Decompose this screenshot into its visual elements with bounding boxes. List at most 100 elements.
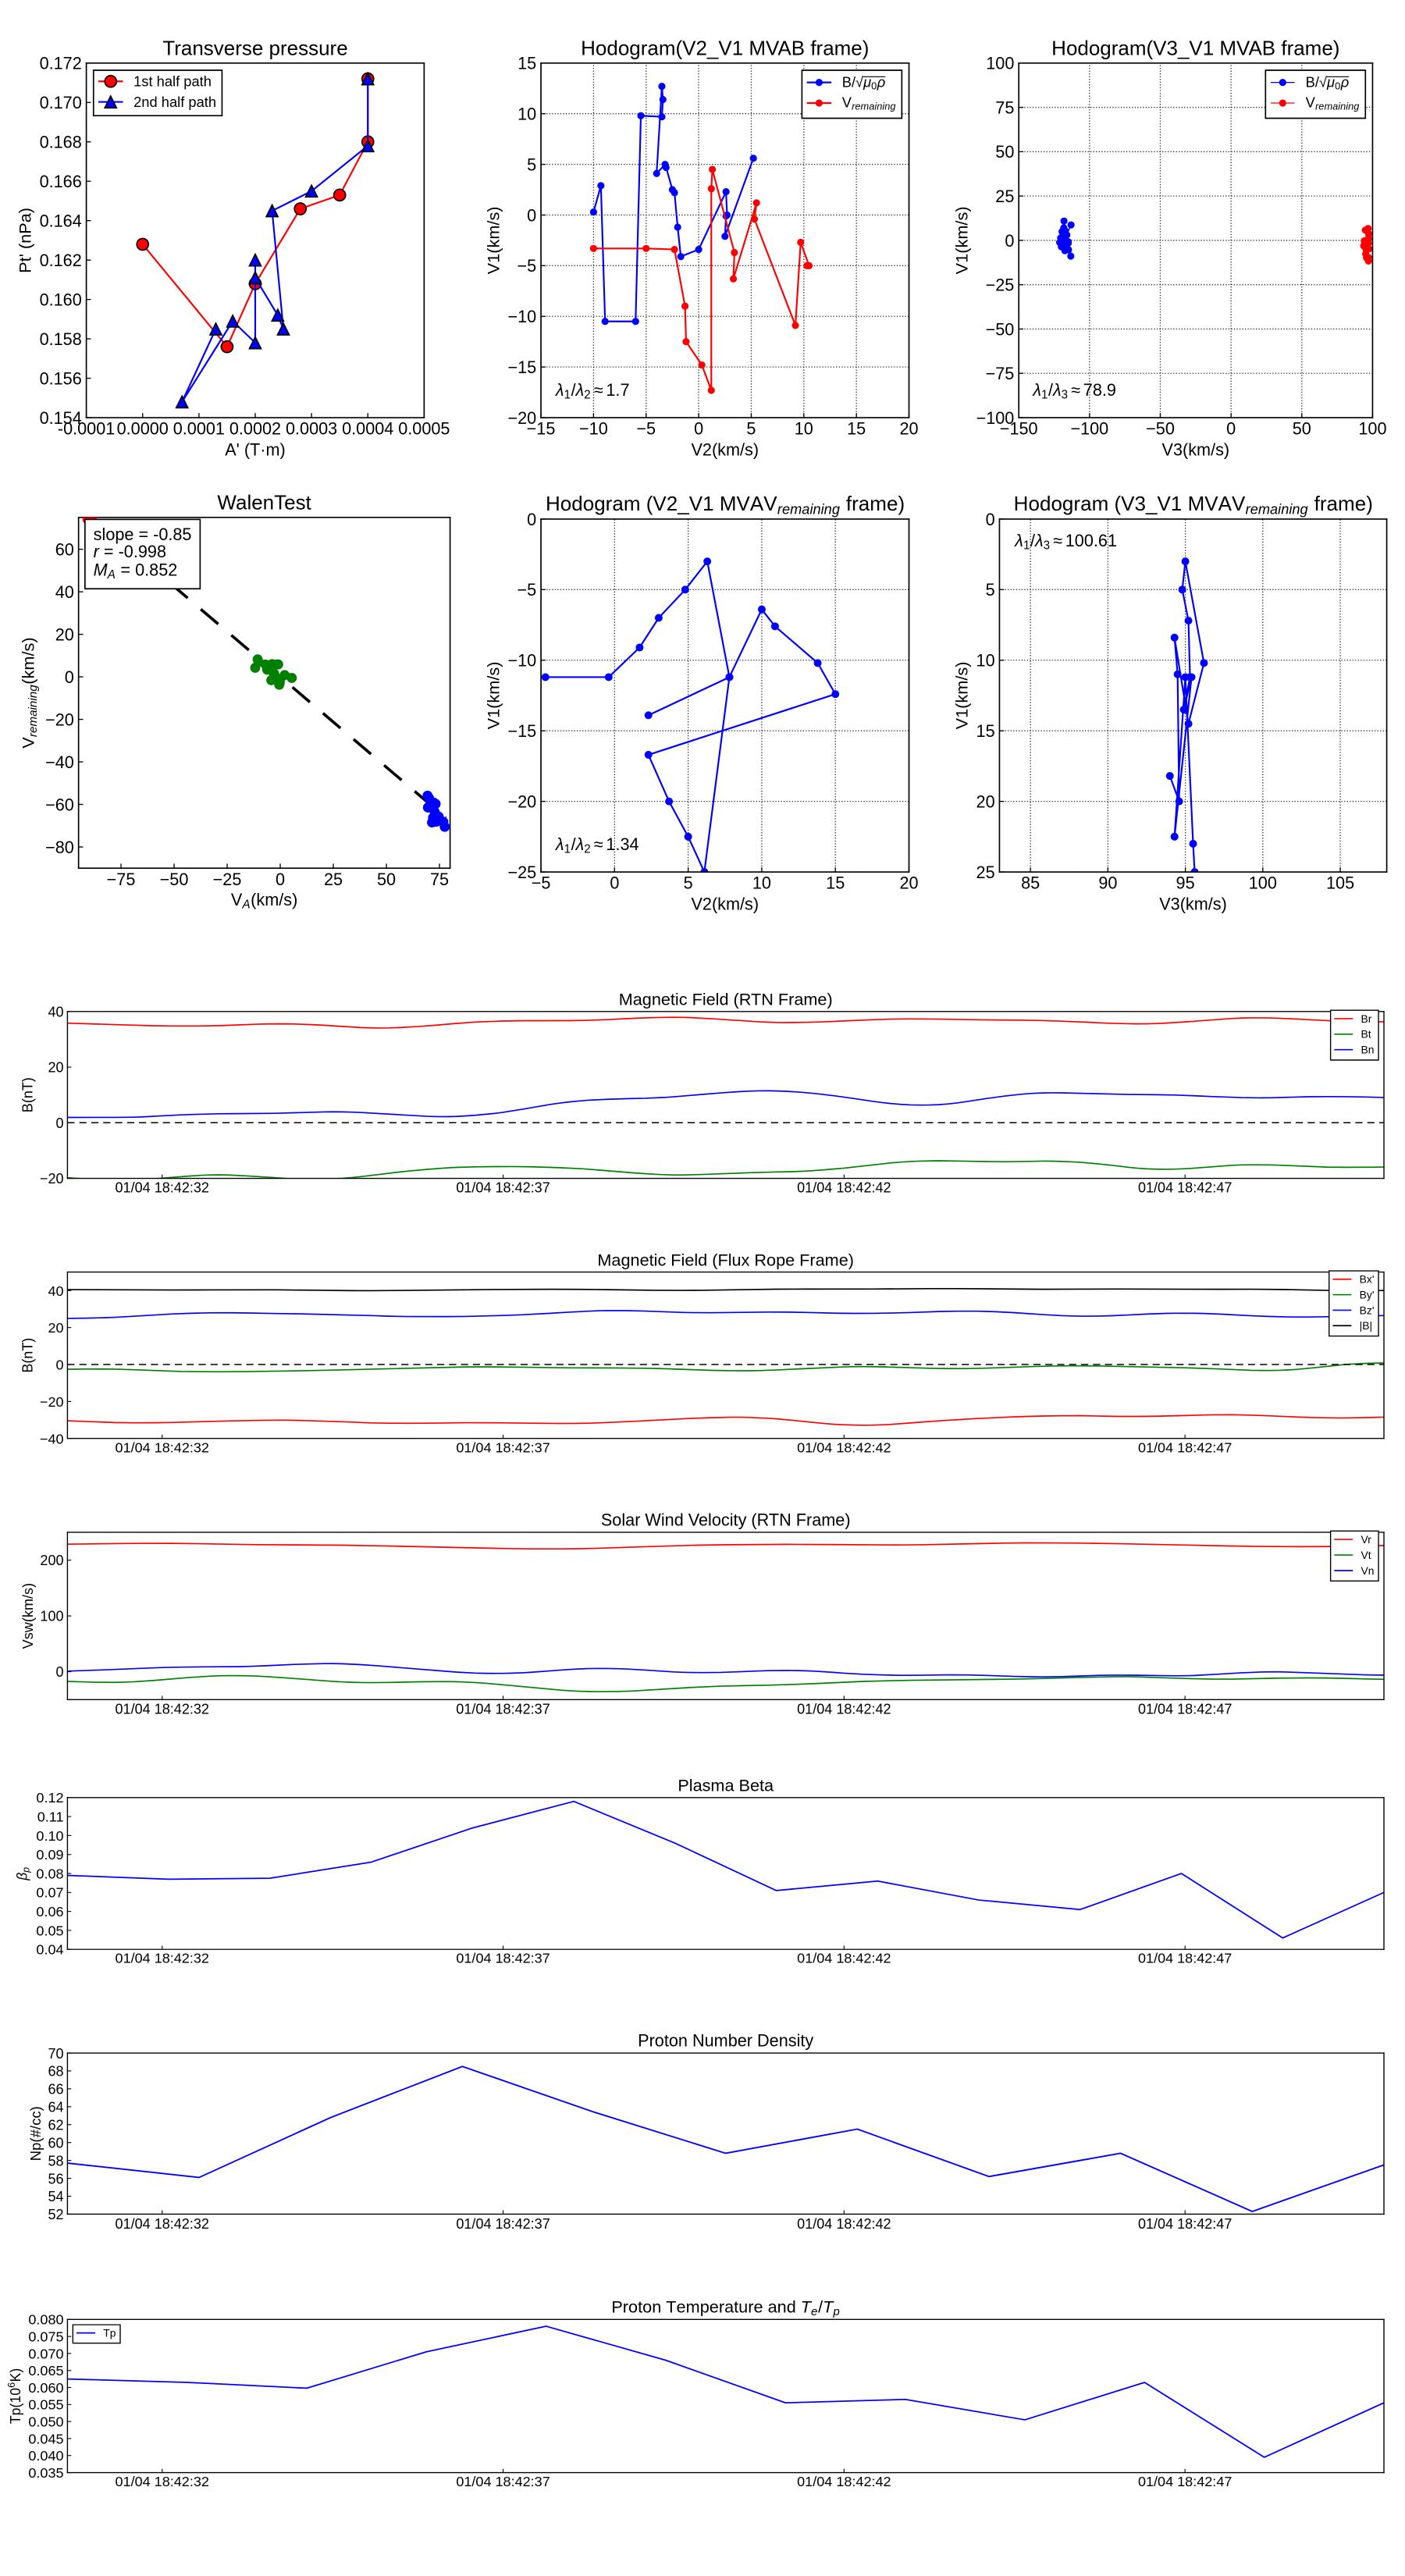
svg-text:01/04 18:42:32: 01/04 18:42:32 <box>116 1701 209 1717</box>
svg-text:−15: −15 <box>507 721 536 741</box>
svg-text:0: 0 <box>1226 419 1236 439</box>
svg-text:Bz': Bz' <box>1360 1304 1375 1316</box>
svg-text:Hodogram(V3_V1 MVAB frame): Hodogram(V3_V1 MVAB frame) <box>1051 37 1339 60</box>
svg-text:−25: −25 <box>986 276 1015 295</box>
svg-text:20: 20 <box>48 1060 63 1076</box>
svg-text:−10: −10 <box>507 651 536 671</box>
svg-text:Np(#/cc): Np(#/cc) <box>27 2106 44 2161</box>
svg-text:Bn: Bn <box>1361 1044 1375 1056</box>
svg-text:64: 64 <box>48 2098 63 2115</box>
svg-text:01/04 18:42:42: 01/04 18:42:42 <box>797 2215 891 2232</box>
svg-text:Hodogram(V2_V1 MVAB frame): Hodogram(V2_V1 MVAB frame) <box>581 37 869 60</box>
svg-text:0.166: 0.166 <box>40 172 82 191</box>
svg-text:V1(km/s): V1(km/s) <box>483 206 503 274</box>
svg-text:T p ( 1: T p ( 1 0 K ) 6 <box>5 2364 24 2424</box>
svg-text:0.09: 0.09 <box>36 1847 63 1863</box>
svg-text:01/04 18:42:47: 01/04 18:42:47 <box>1138 1951 1232 1966</box>
svg-text:β p: β p <box>11 1867 31 1881</box>
svg-text:2nd half path: 2nd half path <box>133 94 216 110</box>
svg-text:Vr: Vr <box>1361 1533 1372 1546</box>
svg-text:Transverse pressure: Transverse pressure <box>162 37 347 60</box>
svg-text:60: 60 <box>48 2134 63 2151</box>
svg-text:Pt' (nPa): Pt' (nPa) <box>15 208 34 273</box>
svg-text:0.070: 0.070 <box>28 2346 63 2361</box>
svg-text:0.080: 0.080 <box>28 2312 63 2328</box>
svg-text:01/04 18:42:37: 01/04 18:42:37 <box>456 1951 550 1966</box>
svg-text:100: 100 <box>1249 873 1277 893</box>
svg-text:B(nT): B(nT) <box>20 1077 36 1112</box>
svg-text:01/04 18:42:37: 01/04 18:42:37 <box>456 2215 550 2232</box>
svg-text:−5: −5 <box>518 256 537 276</box>
svg-text:54: 54 <box>48 2188 63 2204</box>
svg-text:0.172: 0.172 <box>40 54 82 73</box>
svg-text:01/04 18:42:42: 01/04 18:42:42 <box>797 2474 891 2489</box>
svg-text:V ( k m: V ( k m / s ) A <box>231 887 304 911</box>
svg-text:0.0001: 0.0001 <box>173 419 225 439</box>
svg-text:V ( k m: V ( k m / s ) r e m a i n i n g <box>16 632 41 749</box>
svg-text:WalenTest: WalenTest <box>217 491 311 514</box>
svg-text:Br: Br <box>1361 1012 1372 1025</box>
svg-text:01/04 18:42:32: 01/04 18:42:32 <box>116 2474 209 2489</box>
svg-text:200: 200 <box>40 1553 63 1568</box>
svg-text:01/04 18:42:47: 01/04 18:42:47 <box>1138 1701 1232 1717</box>
svg-text:0.075: 0.075 <box>28 2329 63 2345</box>
svg-text:0.168: 0.168 <box>40 133 82 152</box>
svg-text:100: 100 <box>40 1609 63 1624</box>
svg-text:−60: −60 <box>45 795 74 814</box>
svg-text:−80: −80 <box>45 838 74 857</box>
svg-text:−5: −5 <box>518 580 537 600</box>
svg-text:01/04 18:42:37: 01/04 18:42:37 <box>456 1179 550 1195</box>
svg-text:56: 56 <box>48 2170 63 2186</box>
svg-text:|B|: |B| <box>1360 1319 1372 1332</box>
svg-text:0: 0 <box>527 205 536 225</box>
svg-text:25: 25 <box>324 870 343 889</box>
svg-text:Magnetic Field (RTN Frame): Magnetic Field (RTN Frame) <box>619 989 833 1009</box>
svg-text:10: 10 <box>752 873 771 893</box>
svg-text:−50: −50 <box>986 319 1015 339</box>
svg-text:15: 15 <box>826 873 845 893</box>
svg-text:0.040: 0.040 <box>28 2448 63 2464</box>
svg-text:−20: −20 <box>40 1394 64 1410</box>
svg-text:58: 58 <box>48 2152 63 2169</box>
svg-text:0: 0 <box>694 419 703 439</box>
svg-text:1st half path: 1st half path <box>133 73 212 90</box>
svg-text:0.0002: 0.0002 <box>229 419 281 439</box>
svg-text:B(nT): B(nT) <box>20 1338 36 1373</box>
svg-text:0.156: 0.156 <box>40 368 82 388</box>
svg-text:P r o t: P r o t o n T e m p e r a t u r e a n d … <box>611 2297 839 2319</box>
svg-text:−20: −20 <box>507 408 536 428</box>
svg-text:95: 95 <box>1176 873 1195 893</box>
svg-text:V3(km/s): V3(km/s) <box>1159 895 1227 914</box>
svg-text:100: 100 <box>986 54 1014 73</box>
svg-text:20: 20 <box>899 873 918 893</box>
svg-text:Magnetic Field (Flux Rope Fram: Magnetic Field (Flux Rope Frame) <box>597 1250 854 1269</box>
svg-text:50: 50 <box>377 870 396 889</box>
svg-text:40: 40 <box>55 582 74 602</box>
svg-text:01/04 18:42:42: 01/04 18:42:42 <box>797 1179 891 1195</box>
svg-text:40: 40 <box>48 1004 63 1019</box>
svg-text:70: 70 <box>48 2045 63 2062</box>
svg-text:−50: −50 <box>160 870 189 889</box>
svg-text:−5: −5 <box>636 419 656 439</box>
svg-text:01/04 18:42:32: 01/04 18:42:32 <box>116 1179 209 1195</box>
svg-text:0: 0 <box>1005 231 1014 251</box>
svg-text:λ λ 1 3: λ λ 1 3 / ≈ 7 8 . 9 <box>1032 377 1116 404</box>
svg-text:−10: −10 <box>579 419 608 439</box>
svg-text:Bt: Bt <box>1361 1028 1371 1041</box>
svg-text:−20: −20 <box>45 710 74 729</box>
svg-text:0.160: 0.160 <box>40 290 82 309</box>
svg-text:−100: −100 <box>976 408 1015 428</box>
svg-text:100: 100 <box>1358 419 1386 439</box>
svg-text:−50: −50 <box>1146 419 1175 439</box>
svg-text:01/04 18:42:37: 01/04 18:42:37 <box>456 1701 550 1717</box>
svg-text:20: 20 <box>48 1320 63 1336</box>
svg-text:0.164: 0.164 <box>40 212 82 231</box>
svg-text:01/04 18:42:32: 01/04 18:42:32 <box>116 2215 209 2232</box>
svg-text:66: 66 <box>48 2080 63 2097</box>
svg-text:0: 0 <box>610 873 619 893</box>
svg-text:0.0000: 0.0000 <box>117 419 169 439</box>
svg-text:25: 25 <box>976 863 995 882</box>
svg-text:−40: −40 <box>40 1431 64 1446</box>
svg-text:−15: −15 <box>507 358 536 377</box>
svg-text:Tp: Tp <box>103 2328 116 2339</box>
